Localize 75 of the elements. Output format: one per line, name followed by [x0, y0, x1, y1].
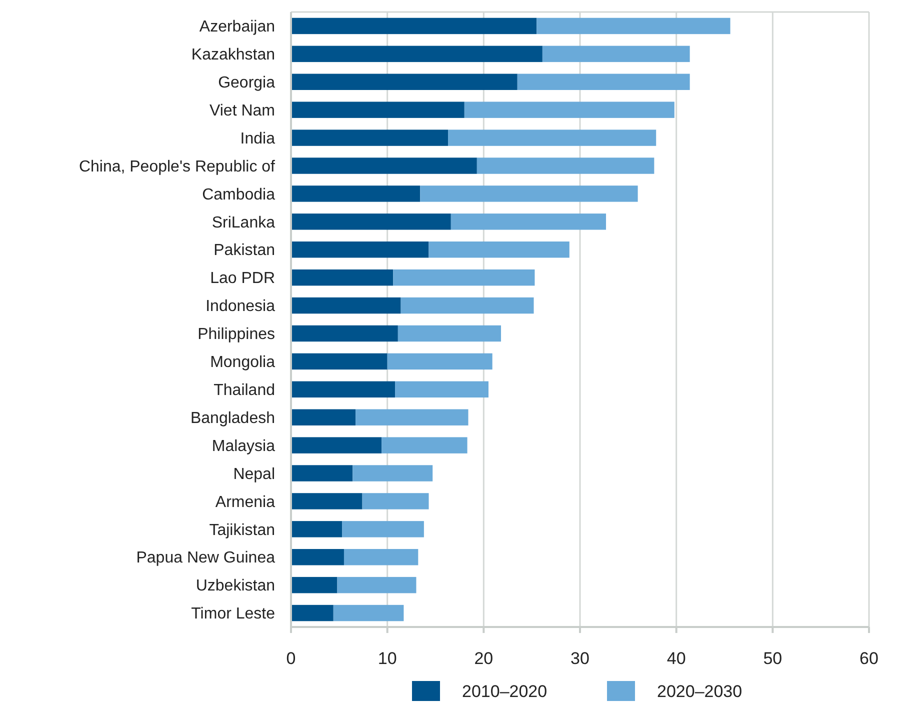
bar — [291, 437, 382, 454]
y-tick-label: Malaysia — [212, 438, 276, 455]
x-tick-label: 10 — [378, 649, 397, 668]
bar — [291, 158, 477, 174]
bar — [291, 576, 338, 594]
y-tick-label: Papua New Guinea — [136, 550, 276, 567]
x-tick-label: 0 — [286, 649, 296, 668]
bar — [291, 46, 542, 62]
y-tick-label: Indonesia — [206, 298, 276, 316]
y-tick-label: China, People's Republic of — [78, 158, 276, 176]
y-tick-label: Viet Nam — [209, 102, 275, 120]
bar — [450, 214, 606, 230]
y-tick-label: Georgia — [218, 74, 276, 92]
y-tick-label: Armenia — [215, 494, 276, 511]
bar — [291, 325, 398, 342]
x-tick-label: 40 — [666, 649, 686, 668]
y-tick-label: Lao PDR — [210, 270, 275, 288]
x-tick-label: 20 — [474, 649, 494, 668]
bar — [395, 381, 488, 398]
bar — [344, 549, 418, 566]
bar — [542, 46, 690, 62]
legend-label: 2010–2020 — [462, 682, 548, 701]
bar — [400, 297, 534, 314]
bar — [476, 158, 654, 174]
bar — [393, 269, 535, 286]
y-tick-label: Mongolia — [210, 354, 276, 372]
y-tick-label: Azerbaijan — [199, 18, 275, 36]
bar — [398, 325, 502, 342]
bar — [291, 18, 537, 34]
bar — [352, 465, 433, 482]
bar — [291, 409, 356, 426]
y-tick-label: Kazakhstan — [191, 46, 275, 64]
bar — [387, 353, 492, 370]
x-tick-label: 60 — [860, 649, 878, 668]
bar — [291, 353, 388, 370]
bar — [291, 130, 448, 146]
y-tick-label: Bangladesh — [190, 410, 275, 427]
bar — [362, 493, 429, 510]
bar — [291, 493, 362, 510]
bar — [536, 18, 730, 34]
bar — [342, 521, 424, 538]
x-tick-label: 50 — [763, 649, 782, 668]
bar — [291, 297, 401, 314]
y-tick-label: Philippines — [198, 326, 275, 344]
bar — [291, 214, 451, 230]
bar — [420, 186, 638, 202]
bar — [291, 242, 429, 258]
bar — [428, 242, 570, 258]
y-tick-label: Thailand — [214, 382, 275, 399]
bar — [291, 186, 420, 202]
bar — [337, 576, 416, 594]
bar — [291, 549, 344, 566]
y-tick-label: Nepal — [233, 466, 275, 483]
bar — [291, 102, 464, 118]
bar — [356, 409, 468, 426]
bar — [291, 269, 394, 286]
bar — [291, 74, 518, 90]
x-tick-label: 30 — [570, 649, 590, 668]
y-tick-label: India — [240, 130, 276, 148]
bar — [333, 604, 404, 622]
bar — [291, 465, 353, 482]
y-tick-label: Tajikistan — [209, 522, 275, 539]
bar — [464, 102, 674, 118]
legend-label: 2020–2030 — [657, 682, 742, 701]
y-tick-label: SriLanka — [212, 214, 276, 232]
y-tick-label: Cambodia — [202, 186, 276, 204]
bar — [517, 74, 690, 90]
y-tick-label: Timor Leste — [191, 606, 276, 623]
y-tick-label: Uzbekistan — [196, 578, 275, 595]
bar — [291, 381, 396, 398]
bar — [291, 521, 342, 538]
bar — [382, 437, 468, 454]
y-tick-label: Pakistan — [214, 242, 275, 260]
bar — [291, 604, 334, 622]
bar — [448, 130, 656, 146]
